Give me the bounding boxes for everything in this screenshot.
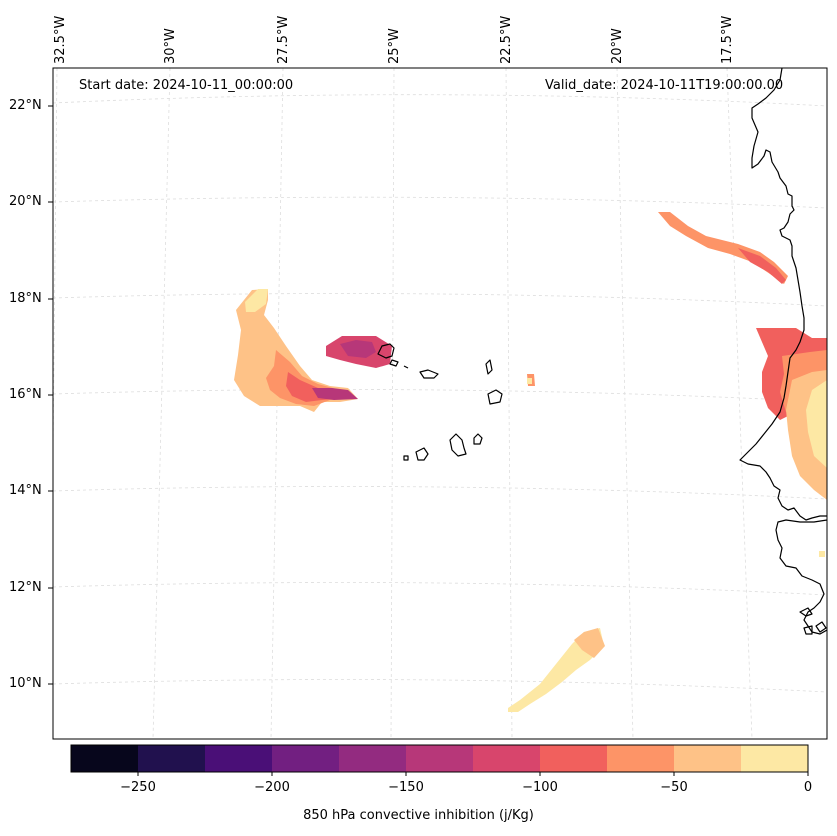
valid-date-label: Valid_date: 2024-10-11T19:00:00.00 [545, 78, 784, 93]
cin-contours [234, 212, 827, 712]
lon-label-22.5w: 22.5°W [499, 15, 514, 64]
cape-verde-santa-luzia [403, 365, 409, 369]
africa-coastline [739, 68, 827, 521]
africa-coastline-south [775, 519, 827, 635]
colorbar-segment [205, 745, 273, 772]
colorbar-tick-label: −100 [522, 780, 558, 795]
cape-verde-santo-antao [377, 343, 395, 359]
contour-west-core [312, 388, 358, 400]
parallel-gridlines [53, 94, 827, 693]
contour-central-core [340, 340, 376, 358]
colorbar-segment [473, 745, 541, 772]
colorbar-tick-label: −150 [388, 780, 424, 795]
coastlines [377, 68, 827, 635]
colorbar-segment [138, 745, 206, 772]
contour-west-lightest [245, 289, 268, 312]
contour-south-stripe-core [574, 628, 605, 658]
colorbar-segment [339, 745, 407, 772]
lat-label-14n: 14°N [9, 483, 42, 498]
map-content [53, 68, 827, 739]
cape-verde-brava [403, 455, 409, 461]
map-frame [52, 67, 828, 740]
contour-ne-stripe-core [738, 248, 786, 284]
map-background [53, 68, 827, 739]
contour-east-light [806, 380, 827, 468]
meridian-gridlines [53, 68, 753, 739]
start-date-label: Start date: 2024-10-11_00:00:00 [79, 78, 294, 93]
colorbar-segment [71, 745, 139, 772]
colorbar-segment [272, 745, 340, 772]
lat-label-12n: 12°N [9, 580, 42, 595]
colorbar-tick-label: −200 [254, 780, 290, 795]
lon-label-32.5w: 32.5°W [53, 15, 68, 64]
cape-verde-sao-vicente [389, 359, 399, 367]
colorbar-segment [406, 745, 474, 772]
colorbar-segment [607, 745, 675, 772]
contour-east-dot [819, 551, 825, 557]
colorbar-tick-label: −250 [120, 780, 156, 795]
cape-verde-maio [473, 433, 483, 445]
cape-verde-fogo [415, 447, 429, 461]
colorbar-segment [674, 745, 742, 772]
lat-label-18n: 18°N [9, 291, 42, 306]
lat-label-16n: 16°N [9, 387, 42, 402]
lat-ticks [48, 105, 53, 685]
lon-label-20w: 20°W [610, 28, 625, 64]
cape-verde-sal [485, 359, 493, 375]
cape-verde-boa-vista [487, 389, 503, 405]
colorbar [70, 744, 809, 776]
lat-label-22n: 22°N [9, 98, 42, 113]
lon-label-30w: 30°W [163, 28, 178, 64]
cape-verde-sao-nicolau [419, 369, 439, 379]
lon-label-27.5w: 27.5°W [276, 15, 291, 64]
colorbar-frame [70, 744, 809, 773]
lon-label-25w: 25°W [387, 28, 402, 64]
lat-label-10n: 10°N [9, 676, 42, 691]
colorbar-segment [540, 745, 608, 772]
contour-south-stripe [508, 628, 604, 712]
contour-ne-stripe [658, 212, 788, 284]
colorbar-tick-label: −50 [660, 780, 688, 795]
colorbar-title: 850 hPa convective inhibition (j/Kg) [303, 808, 534, 823]
guinea-bissau-islands [799, 607, 827, 635]
lon-label-17.5w: 17.5°W [720, 15, 735, 64]
colorbar-tick-label: 0 [803, 780, 813, 795]
colorbar-segment [741, 745, 809, 772]
cape-verde-santiago [449, 433, 467, 457]
lat-label-20n: 20°N [9, 194, 42, 209]
contour-small-patch-light [527, 378, 532, 384]
contour-west-outer [234, 289, 358, 412]
